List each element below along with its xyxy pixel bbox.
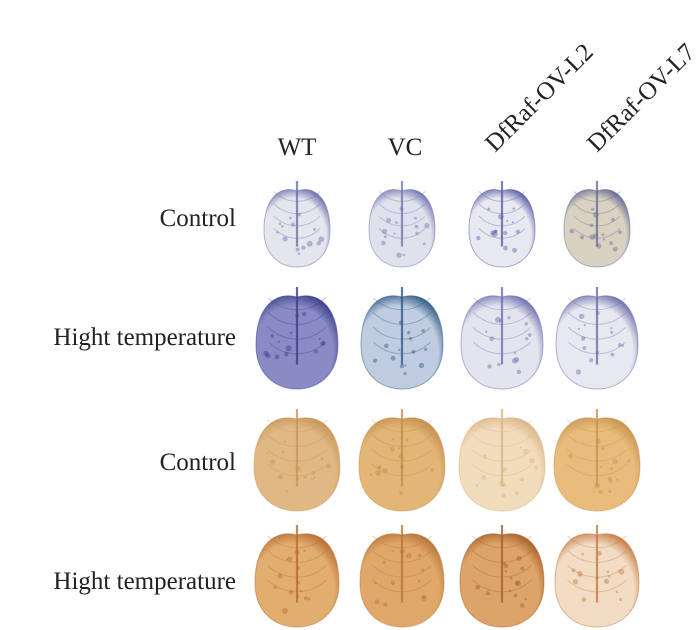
leaf xyxy=(255,525,339,627)
leaf xyxy=(461,287,543,389)
leaf xyxy=(555,525,639,627)
leaf xyxy=(556,287,638,389)
leaf xyxy=(469,181,535,267)
leaf xyxy=(360,525,444,627)
column-label: DfRaf-OV-L7 xyxy=(582,39,697,158)
column-label: VC xyxy=(388,134,423,161)
leaf xyxy=(564,181,630,267)
row-label: Hight temperature xyxy=(53,568,236,595)
leaf xyxy=(359,409,445,511)
leaf xyxy=(369,181,435,267)
row-label: Control xyxy=(160,205,236,232)
leaf xyxy=(361,287,443,389)
column-label: DfRaf-OV-L2 xyxy=(480,39,599,158)
leaf xyxy=(256,287,338,389)
leaf xyxy=(264,181,330,267)
figure-canvas: WT VC DfRaf-OV-L2 DfRaf-OV-L7 Control Hi… xyxy=(0,0,697,630)
leaf xyxy=(459,409,545,511)
column-label: WT xyxy=(278,134,317,161)
row-label: Control xyxy=(160,449,236,476)
leaf xyxy=(554,409,640,511)
leaf xyxy=(254,409,340,511)
row-label: Hight temperature xyxy=(53,324,236,351)
leaf xyxy=(460,525,544,627)
figure: WT VC DfRaf-OV-L2 DfRaf-OV-L7 Control Hi… xyxy=(0,0,697,630)
